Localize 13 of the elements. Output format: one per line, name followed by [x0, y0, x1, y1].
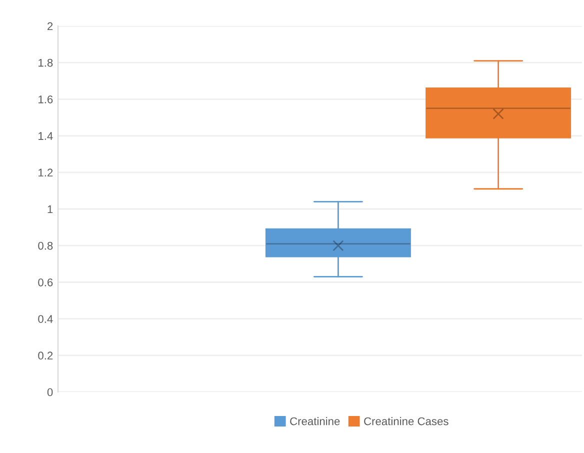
- y-tick-label: 0.6: [38, 278, 53, 286]
- y-tick-label: 1.6: [38, 95, 53, 104]
- y-tick-label: 1.2: [38, 168, 53, 176]
- y-tick-label: 0: [47, 388, 53, 396]
- y-tick-label: 1: [48, 205, 53, 214]
- legend-label: Creatinine: [290, 417, 340, 426]
- y-tick-label: 1.8: [38, 58, 53, 67]
- y-tick-label: 0.8: [38, 242, 53, 250]
- y-tick-label: 1.4: [38, 132, 53, 140]
- y-tick-label: 0.4: [38, 315, 53, 323]
- y-tick-label: 2: [48, 22, 53, 30]
- y-tick-label: 0.2: [38, 352, 53, 360]
- legend-label: Creatinine Cases: [364, 417, 448, 426]
